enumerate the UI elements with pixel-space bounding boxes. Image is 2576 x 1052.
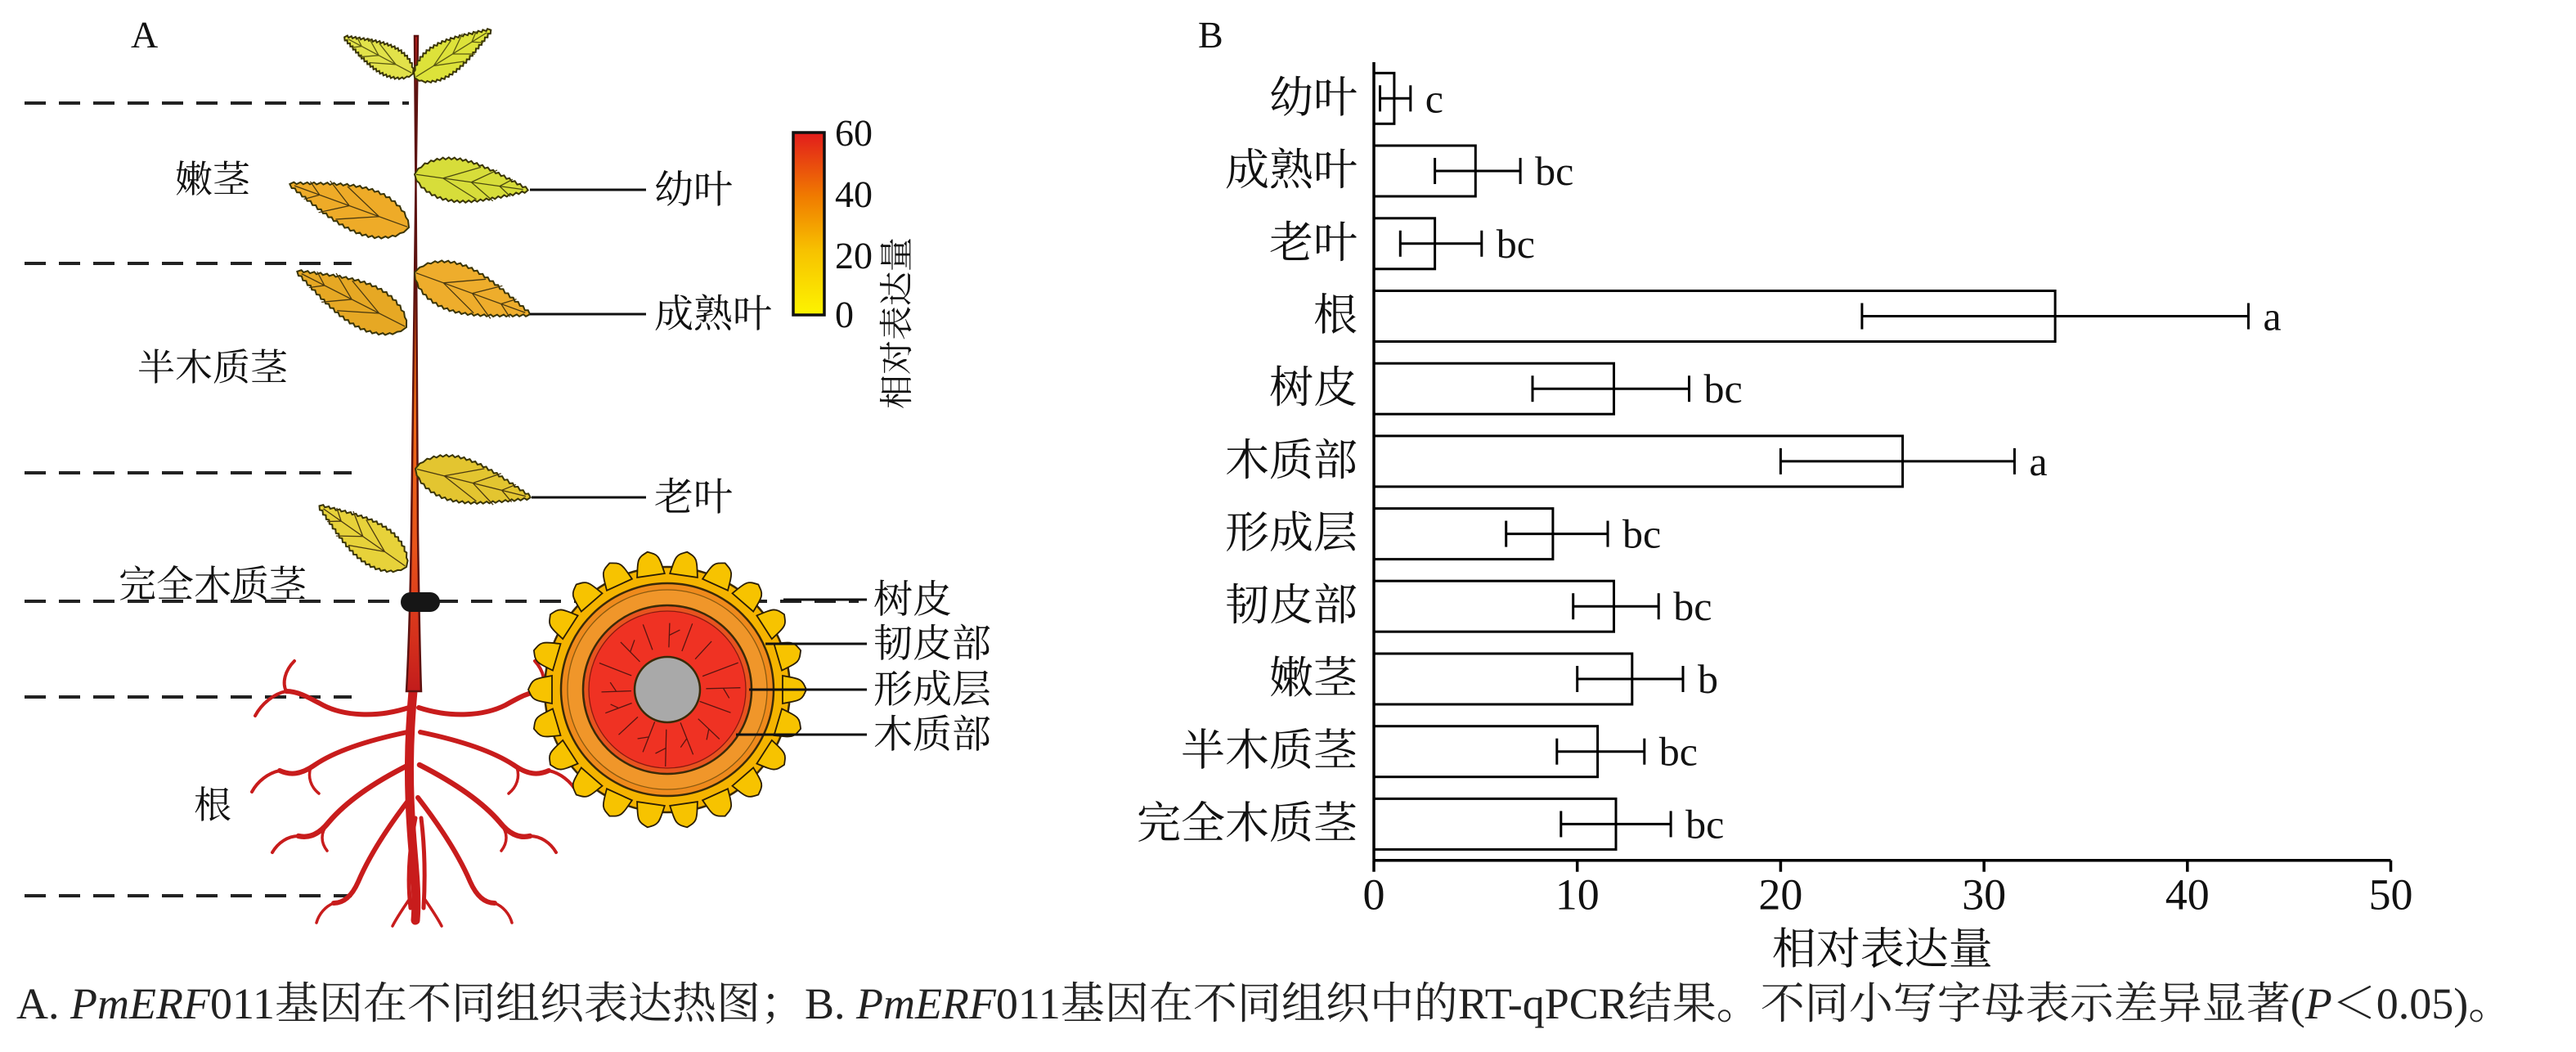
svg-text:韧皮部: 韧皮部 <box>1225 581 1358 630</box>
svg-text:木质部: 木质部 <box>1225 436 1358 485</box>
svg-text:10: 10 <box>1555 870 1600 919</box>
svg-text:bc: bc <box>1535 148 1573 194</box>
svg-text:c: c <box>1425 75 1443 121</box>
svg-text:A. PmERF011基因在不同组织表达热图；B. PmER: A. PmERF011基因在不同组织表达热图；B. PmERF011基因在不同组… <box>16 979 2512 1028</box>
svg-text:bc: bc <box>1685 801 1724 847</box>
svg-text:嫩茎: 嫩茎 <box>175 159 250 200</box>
svg-text:bc: bc <box>1497 221 1535 267</box>
svg-text:0: 0 <box>835 294 854 335</box>
svg-text:老叶: 老叶 <box>1269 218 1358 267</box>
svg-text:树皮: 树皮 <box>1269 363 1358 412</box>
svg-text:形成层: 形成层 <box>1225 509 1358 558</box>
svg-text:嫩茎: 嫩茎 <box>1269 654 1358 703</box>
svg-text:半木质茎: 半木质茎 <box>1181 726 1358 776</box>
svg-text:成熟叶: 成熟叶 <box>654 293 772 336</box>
svg-text:木质部: 木质部 <box>873 713 991 757</box>
svg-text:a: a <box>2263 294 2281 339</box>
svg-text:幼叶: 幼叶 <box>1269 73 1358 122</box>
svg-text:相对表达量: 相对表达量 <box>1772 925 1993 974</box>
svg-text:完全木质茎: 完全木质茎 <box>119 564 307 605</box>
svg-text:30: 30 <box>1962 870 2006 919</box>
svg-text:bc: bc <box>1673 583 1712 629</box>
svg-text:相对表达量: 相对表达量 <box>879 237 917 409</box>
svg-text:b: b <box>1698 656 1718 702</box>
svg-text:B: B <box>1198 14 1223 56</box>
svg-text:半木质茎: 半木质茎 <box>137 347 288 389</box>
svg-text:60: 60 <box>835 112 873 154</box>
svg-text:形成层: 形成层 <box>873 668 991 712</box>
svg-text:bc: bc <box>1622 511 1661 557</box>
svg-text:50: 50 <box>2369 870 2413 919</box>
svg-text:A: A <box>131 14 158 56</box>
svg-text:40: 40 <box>2165 870 2210 919</box>
svg-text:20: 20 <box>1758 870 1802 919</box>
svg-text:树皮: 树皮 <box>873 578 952 622</box>
svg-text:完全木质茎: 完全木质茎 <box>1137 798 1358 847</box>
svg-text:幼叶: 幼叶 <box>654 169 733 212</box>
svg-text:20: 20 <box>835 235 873 276</box>
svg-text:40: 40 <box>835 173 873 215</box>
svg-text:老叶: 老叶 <box>654 476 733 519</box>
svg-text:根: 根 <box>1313 291 1358 340</box>
svg-text:a: a <box>2029 438 2047 484</box>
svg-text:韧皮部: 韧皮部 <box>873 623 991 666</box>
svg-text:bc: bc <box>1704 366 1743 411</box>
svg-text:0: 0 <box>1363 870 1385 919</box>
svg-text:成熟叶: 成熟叶 <box>1225 146 1358 195</box>
svg-text:根: 根 <box>194 785 231 826</box>
svg-text:bc: bc <box>1659 729 1698 775</box>
